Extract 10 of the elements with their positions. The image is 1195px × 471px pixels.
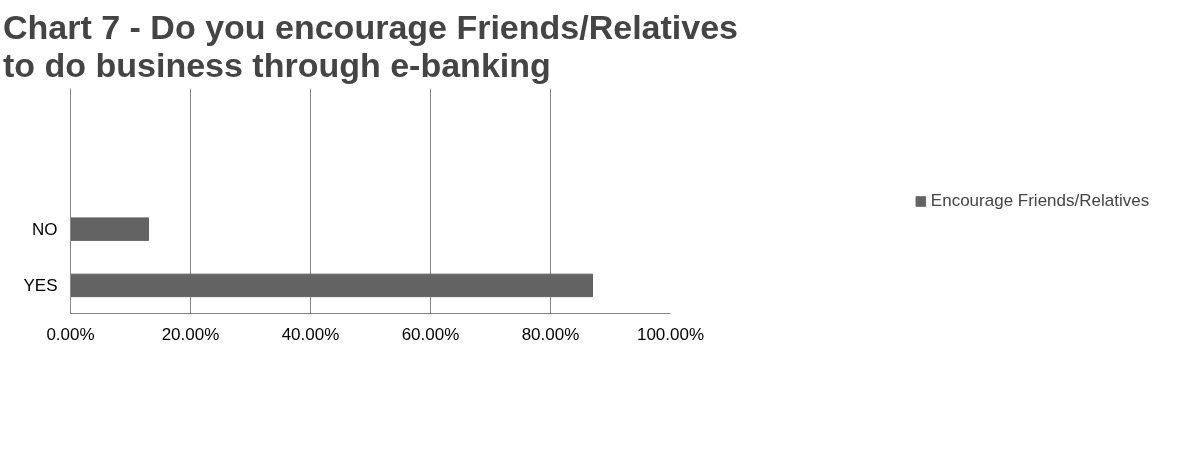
x-tick-label: 60.00% [401, 324, 460, 344]
y-tick-label: NO [32, 219, 58, 239]
x-tick-label: 20.00% [161, 324, 220, 344]
x-tick-label: 40.00% [281, 324, 340, 344]
x-tick-label: 80.00% [521, 324, 580, 344]
legend-label: Encourage Friends/Relatives [930, 190, 1150, 211]
x-tick-label: 100.00% [636, 324, 705, 344]
chart-title: Chart 7 - Do you encourage Friends/Relatives to do business through e-banking [3, 7, 738, 84]
x-tick-label: 0.00% [46, 324, 95, 344]
y-tick-label: YES [23, 275, 58, 295]
